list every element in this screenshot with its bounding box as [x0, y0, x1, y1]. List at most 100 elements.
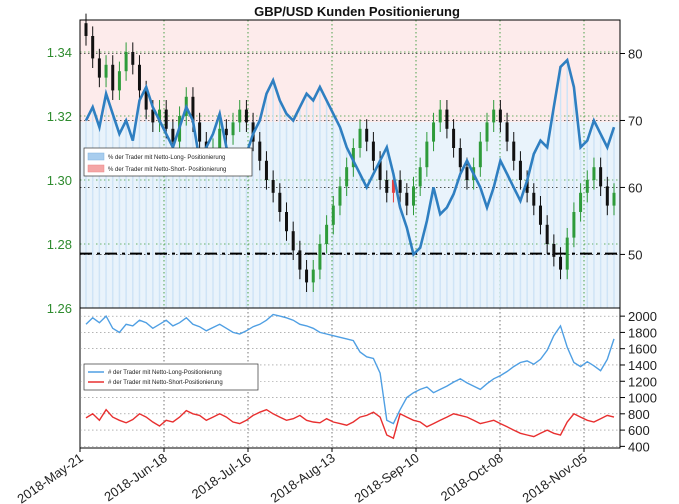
- candle-body: [244, 109, 248, 123]
- legend-label-long-count: # der Trader mit Netto-Long-Positionieru…: [108, 370, 222, 376]
- candle-body: [492, 109, 496, 123]
- price-tick-label: 1.26: [47, 301, 72, 316]
- candle-body: [525, 180, 529, 193]
- candle-body: [612, 192, 616, 206]
- date-tick-label: 2018-Oct-08: [438, 450, 506, 504]
- count-tick-label: 2000: [628, 309, 657, 324]
- date-axis: 2018-May-21 2018-Jun-18 2018-Jul-16 2018-Au…: [14, 448, 590, 504]
- candle-body: [378, 160, 382, 180]
- candle-body: [318, 244, 322, 270]
- candle-body: [298, 250, 302, 270]
- date-tick-label: 2018-May-21: [14, 450, 85, 504]
- date-tick-label: 2018-Nov-05: [520, 450, 590, 504]
- candle-body: [532, 192, 536, 206]
- candle-body: [545, 224, 549, 244]
- candle-body: [97, 58, 101, 78]
- candle-body: [559, 256, 563, 270]
- legend-swatch-short: [87, 164, 105, 173]
- candle-body: [385, 180, 389, 193]
- candle-body: [164, 109, 168, 129]
- candle-body: [438, 109, 442, 123]
- candle-body: [305, 269, 309, 283]
- date-tick-label: 2018-Aug-13: [268, 450, 338, 504]
- candle-body: [285, 212, 289, 232]
- candle-body: [358, 128, 362, 148]
- price-tick-label: 1.30: [47, 173, 72, 188]
- top-legend: % der Trader mit Netto-Long- Positionier…: [83, 147, 253, 177]
- candle-body: [264, 160, 268, 180]
- candle-body: [91, 36, 95, 59]
- candle-body: [271, 180, 275, 193]
- long-percentage-line: [84, 57, 616, 257]
- percentage-tick-label: 60: [628, 180, 642, 195]
- count-tick-label: 1600: [628, 342, 657, 357]
- candle-body: [151, 109, 155, 123]
- candle-body: [345, 167, 349, 187]
- price-tick-label: 1.28: [47, 237, 72, 252]
- legend-label-short: % der Trader mit Netto-Short- Positionie…: [108, 167, 226, 173]
- candle-body: [137, 64, 141, 91]
- count-tick-label: 1800: [628, 325, 657, 340]
- candle-body: [585, 180, 589, 193]
- candle-body: [592, 167, 596, 180]
- candle-body: [291, 231, 295, 251]
- candle-body: [418, 167, 422, 187]
- candle-body: [231, 122, 235, 136]
- date-tick-label: 2018-Jul-16: [189, 450, 254, 502]
- chart-title: GBP/USD Kunden Positionierung: [254, 4, 460, 19]
- candle-body: [124, 52, 128, 72]
- candle-body: [258, 141, 262, 161]
- candle-body: [572, 212, 576, 238]
- count-tick-label: 400: [628, 439, 650, 454]
- percentage-axis: 50 60 70 80: [620, 46, 642, 262]
- candle-body: [599, 167, 603, 187]
- candle-body: [411, 186, 415, 206]
- candle-body: [398, 180, 402, 193]
- legend-swatch-long: [87, 152, 105, 161]
- candle-body: [405, 192, 409, 206]
- candle-body: [605, 186, 609, 206]
- candle-body: [565, 237, 569, 270]
- candle-body: [425, 141, 429, 168]
- candle-body: [445, 109, 449, 129]
- candle-body: [512, 141, 516, 161]
- candle-body: [171, 128, 175, 142]
- candle-body: [552, 244, 556, 257]
- candle-body: [198, 122, 202, 142]
- price-tick-label: 1.32: [47, 109, 72, 124]
- candle-body: [191, 96, 195, 123]
- price-axis: 1.26 1.28 1.30 1.32 1.34: [47, 45, 72, 316]
- candle-body: [452, 128, 456, 148]
- candle-body: [311, 269, 315, 283]
- percentage-tick-label: 80: [628, 46, 642, 61]
- candle-body: [371, 141, 375, 161]
- long-count-line: [85, 313, 615, 425]
- candle-body: [432, 122, 436, 142]
- count-tick-label: 1000: [628, 391, 657, 406]
- candle-body: [117, 71, 121, 91]
- bottom-legend: # der Trader mit Netto-Long-Positionieru…: [83, 363, 259, 391]
- candle-body: [224, 128, 228, 136]
- count-tick-label: 1400: [628, 358, 657, 373]
- date-tick-label: 2018-Sep-10: [352, 450, 422, 504]
- candle-body: [325, 224, 329, 244]
- candle-body: [579, 192, 583, 212]
- candle-body: [458, 148, 462, 168]
- candle-body: [518, 160, 522, 180]
- candle-body: [391, 180, 395, 193]
- candle-body: [111, 64, 115, 91]
- count-tick-label: 800: [628, 407, 650, 422]
- candle-body: [331, 205, 335, 225]
- count-tick-label: 1200: [628, 374, 657, 389]
- bottom-legend-box: [83, 363, 259, 391]
- candle-body: [144, 90, 148, 110]
- candle-body: [338, 186, 342, 206]
- candle-body: [465, 167, 469, 180]
- top-legend-box: [83, 147, 253, 177]
- candle-body: [84, 23, 88, 36]
- candle-body: [538, 205, 542, 225]
- candle-body: [478, 141, 482, 168]
